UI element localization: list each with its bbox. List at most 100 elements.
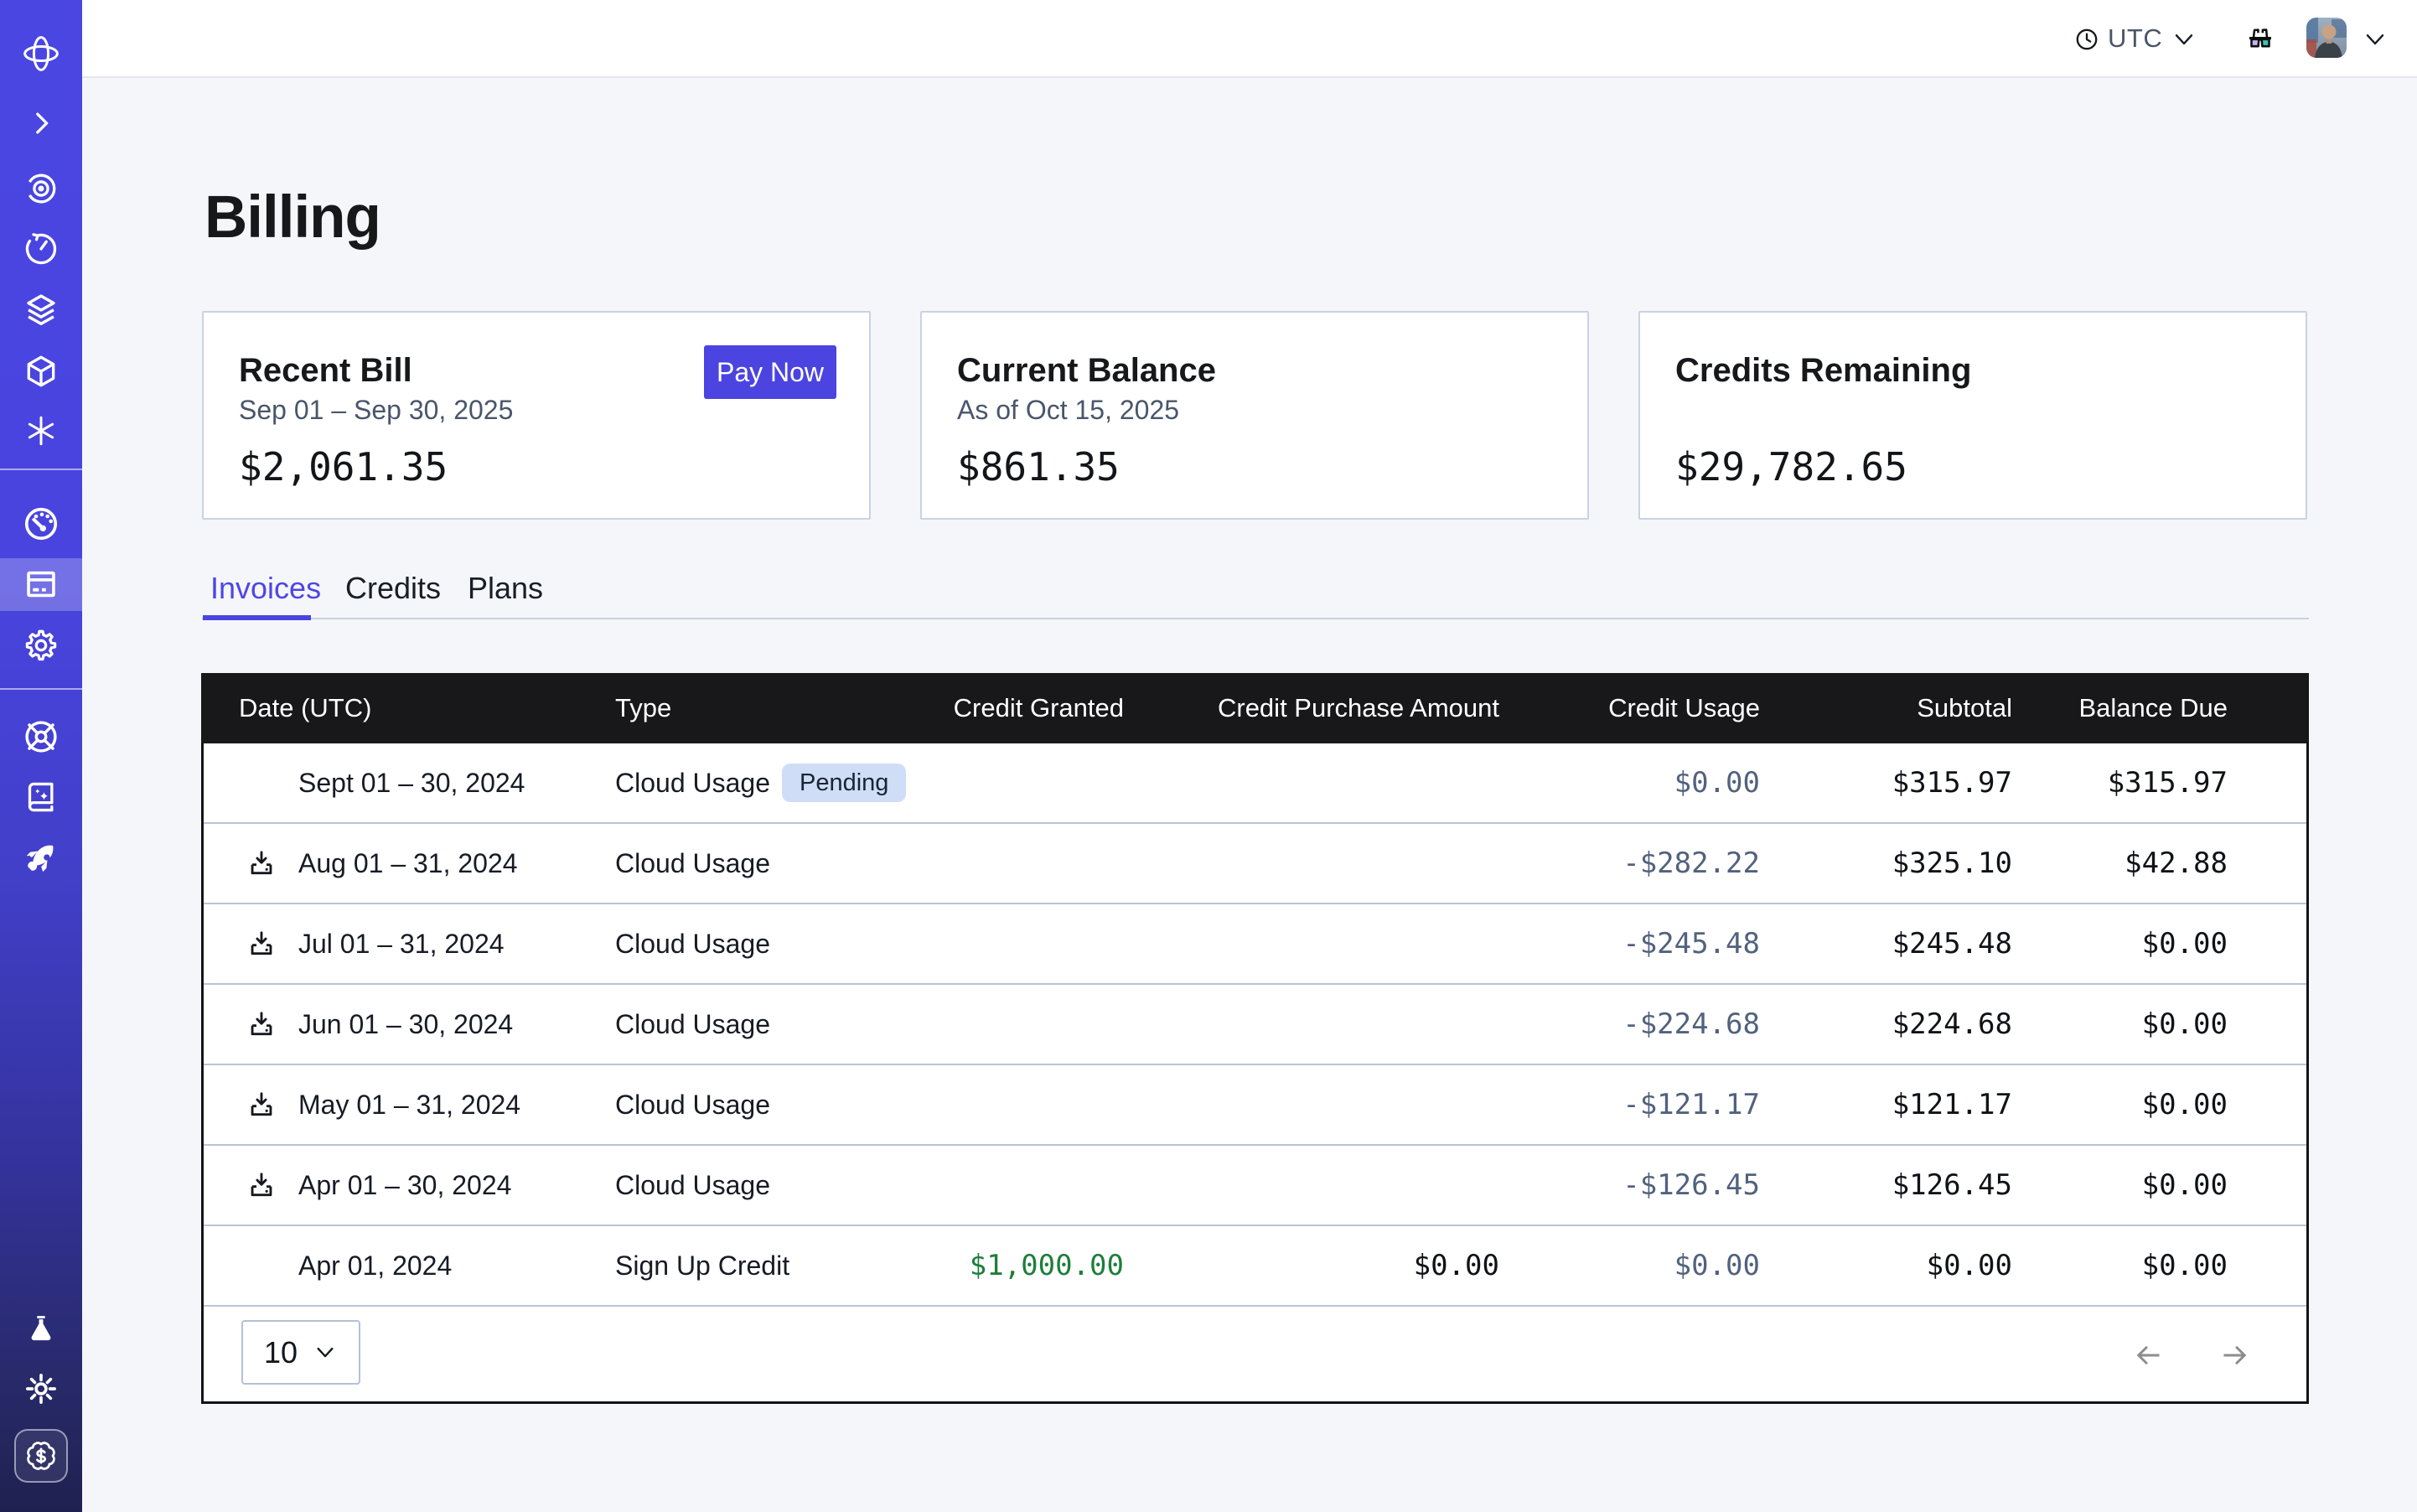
balance-due-value: $0.00 bbox=[2141, 1168, 2228, 1202]
table-row: Sept 01 – 30, 2024 Cloud Usage Pending $… bbox=[204, 743, 2306, 824]
next-page-button[interactable] bbox=[2221, 1341, 2249, 1370]
card-title: Current Balance bbox=[957, 352, 1216, 389]
pay-now-button[interactable]: Pay Now bbox=[704, 345, 836, 399]
settings-gear-icon[interactable] bbox=[23, 627, 60, 664]
invoice-period: Jul 01 – 31, 2024 bbox=[298, 928, 505, 959]
expand-sidebar-chevron-icon[interactable] bbox=[24, 106, 58, 140]
clock-icon bbox=[2075, 28, 2099, 55]
credit-usage-value: -$121.17 bbox=[1623, 1088, 1760, 1121]
invoice-period: Apr 01, 2024 bbox=[298, 1250, 453, 1281]
asterisk-icon[interactable] bbox=[23, 413, 59, 448]
logo-orbit-icon[interactable] bbox=[20, 33, 62, 75]
credit-purchase-value: $0.00 bbox=[1413, 1249, 1499, 1282]
credit-granted-value: $1,000.00 bbox=[969, 1249, 1124, 1282]
invoice-period: Apr 01 – 30, 2024 bbox=[298, 1169, 512, 1200]
recent-bill-amount: $2,061.35 bbox=[239, 444, 448, 489]
experiments-flask-icon[interactable] bbox=[23, 1312, 59, 1347]
timezone-label[interactable]: UTC bbox=[2108, 23, 2163, 53]
column-header-subtotal: Subtotal bbox=[1917, 693, 2012, 722]
download-invoice-icon[interactable] bbox=[246, 904, 277, 983]
page-size-value: 10 bbox=[264, 1334, 298, 1370]
balance-due-value: $315.97 bbox=[2107, 766, 2228, 800]
status-badge: Pending bbox=[782, 764, 907, 802]
tab-plans[interactable]: Plans bbox=[468, 571, 544, 605]
layers-icon[interactable] bbox=[22, 291, 60, 329]
credit-usage-value: -$224.68 bbox=[1623, 1007, 1760, 1041]
balance-due-value: $0.00 bbox=[2141, 1249, 2228, 1282]
support-lifebuoy-icon[interactable] bbox=[22, 717, 60, 756]
tab-credits[interactable]: Credits bbox=[345, 571, 442, 605]
balance-due-value: $0.00 bbox=[2141, 927, 2228, 961]
recent-bill-card: Recent Bill Sep 01 – Sep 30, 2025 $2,061… bbox=[202, 311, 871, 520]
active-tab-underline bbox=[203, 615, 311, 620]
balance-due-value: $0.00 bbox=[2141, 1007, 2228, 1041]
tabs-bottom-border bbox=[202, 618, 2309, 619]
current-balance-card: Current Balance As of Oct 15, 2025 $861.… bbox=[920, 311, 1589, 520]
credit-usage-value: -$126.45 bbox=[1623, 1168, 1760, 1202]
invoice-type: Sign Up Credit bbox=[615, 1250, 790, 1281]
monitoring-spiral-icon[interactable] bbox=[23, 170, 60, 207]
history-clock-icon[interactable] bbox=[23, 230, 60, 267]
table-row: May 01 – 31, 2024 Cloud Usage -$121.17 $… bbox=[204, 1065, 2306, 1146]
column-header-credit-usage: Credit Usage bbox=[1608, 693, 1760, 722]
balance-due-value: $0.00 bbox=[2141, 1088, 2228, 1121]
card-title: Credits Remaining bbox=[1675, 352, 1972, 389]
invoice-type: Cloud Usage bbox=[615, 1169, 770, 1200]
dashboard-gauge-icon[interactable] bbox=[22, 505, 60, 543]
subtotal-value: $245.48 bbox=[1892, 927, 2012, 961]
download-invoice-icon[interactable] bbox=[246, 1146, 277, 1225]
credit-usage-value: $0.00 bbox=[1674, 766, 1760, 800]
dollar-seal-icon bbox=[27, 1442, 55, 1470]
invoice-type: Cloud Usage bbox=[615, 1089, 770, 1120]
invoice-period: Sept 01 – 30, 2024 bbox=[298, 767, 525, 798]
table-header: Date (UTC) Type Credit Granted Credit Pu… bbox=[201, 673, 2309, 743]
download-invoice-icon[interactable] bbox=[246, 824, 277, 903]
current-balance-amount: $861.35 bbox=[957, 444, 1120, 489]
credits-remaining-card: Credits Remaining $29,782.65 bbox=[1638, 311, 2307, 520]
reader-glasses-icon[interactable] bbox=[2245, 23, 2275, 57]
theme-sun-icon[interactable] bbox=[23, 1370, 60, 1407]
billing-card-icon[interactable] bbox=[22, 565, 60, 603]
download-invoice-icon[interactable] bbox=[246, 1065, 277, 1144]
previous-page-button[interactable] bbox=[2134, 1341, 2162, 1370]
column-header-balance-due: Balance Due bbox=[2078, 693, 2228, 722]
card-subtitle: As of Oct 15, 2025 bbox=[957, 395, 1180, 425]
sidebar-active-highlight bbox=[0, 558, 82, 611]
credit-usage-value: -$245.48 bbox=[1623, 927, 1760, 961]
subtotal-value: $315.97 bbox=[1892, 766, 2012, 800]
credit-usage-value: $0.00 bbox=[1674, 1249, 1760, 1282]
table-row: Jun 01 – 30, 2024 Cloud Usage -$224.68 $… bbox=[204, 985, 2306, 1065]
page-size-chevron-down-icon bbox=[317, 1347, 334, 1357]
credits-promo-button[interactable] bbox=[14, 1429, 68, 1483]
table-row: Aug 01 – 31, 2024 Cloud Usage -$282.22 $… bbox=[204, 824, 2306, 904]
user-menu-chevron-down-icon[interactable] bbox=[2365, 34, 2385, 50]
sidebar-divider bbox=[0, 688, 82, 690]
tab-invoices[interactable]: Invoices bbox=[210, 571, 322, 605]
user-avatar[interactable] bbox=[2306, 18, 2347, 58]
table-rows: Sept 01 – 30, 2024 Cloud Usage Pending $… bbox=[204, 743, 2306, 1307]
credit-usage-value: -$282.22 bbox=[1623, 847, 1760, 880]
invoice-period: May 01 – 31, 2024 bbox=[298, 1089, 521, 1120]
invoice-period: Jun 01 – 30, 2024 bbox=[298, 1008, 514, 1039]
subtotal-value: $224.68 bbox=[1892, 1007, 2012, 1041]
docs-book-icon[interactable] bbox=[23, 779, 60, 816]
card-title: Recent Bill bbox=[239, 352, 412, 389]
table-row: Apr 01, 2024 Sign Up Credit $1,000.00 $0… bbox=[204, 1226, 2306, 1307]
invoice-type: Cloud Usage bbox=[615, 767, 770, 798]
invoice-type: Cloud Usage bbox=[615, 1008, 770, 1039]
invoice-period: Aug 01 – 31, 2024 bbox=[298, 847, 518, 878]
subtotal-value: $0.00 bbox=[1926, 1249, 2012, 1282]
download-invoice-icon[interactable] bbox=[246, 985, 277, 1064]
page-title: Billing bbox=[204, 184, 381, 251]
cube-icon[interactable] bbox=[23, 353, 60, 390]
table-body: Sept 01 – 30, 2024 Cloud Usage Pending $… bbox=[201, 743, 2309, 1404]
page-size-select[interactable]: 10 bbox=[241, 1320, 360, 1385]
subtotal-value: $121.17 bbox=[1892, 1088, 2012, 1121]
invoice-type: Cloud Usage bbox=[615, 847, 770, 878]
table-footer: 10 bbox=[204, 1307, 2306, 1401]
credits-remaining-amount: $29,782.65 bbox=[1675, 444, 1907, 489]
timezone-chevron-down-icon[interactable] bbox=[2174, 34, 2194, 50]
subtotal-value: $325.10 bbox=[1892, 847, 2012, 880]
getting-started-rocket-icon[interactable] bbox=[22, 838, 60, 877]
balance-due-value: $42.88 bbox=[2125, 847, 2228, 880]
